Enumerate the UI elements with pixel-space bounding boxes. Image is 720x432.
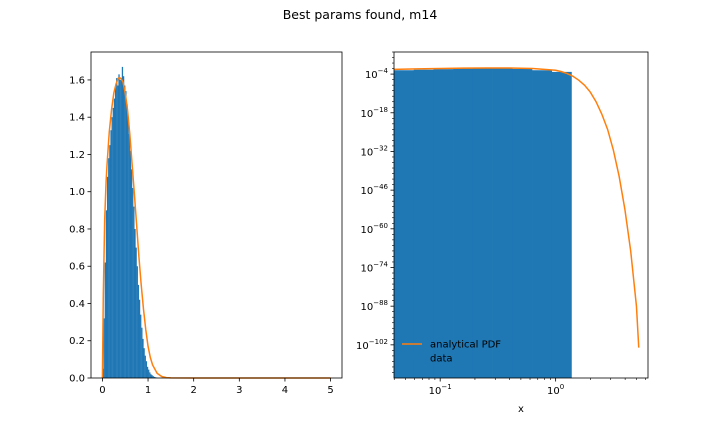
histogram-bar (453, 68, 474, 379)
histogram-bar (143, 348, 145, 378)
y-tick-label: 10−4 (365, 67, 389, 81)
y-tick-label: 1.2 (69, 150, 85, 161)
right-pdf-curve (393, 67, 640, 348)
histogram-bar (124, 85, 126, 378)
histogram-bar (142, 338, 144, 378)
right-histogram-bars (394, 68, 572, 379)
left-axes-frame (90, 51, 343, 379)
histogram-bar (135, 247, 137, 378)
histogram-bar (105, 210, 108, 378)
histogram-bar (532, 70, 553, 379)
histogram-bar (130, 169, 133, 378)
histogram-bar (136, 266, 138, 378)
histogram-bar (512, 68, 533, 378)
histogram-bar (110, 130, 112, 378)
histogram-bar (127, 117, 129, 378)
histogram-bar (118, 74, 120, 379)
y-tick-label: 1.6 (69, 75, 85, 86)
left-pdf-curve (101, 77, 331, 379)
right-x-ticks: 10−1 100 (393, 378, 646, 397)
histogram-bar (114, 87, 117, 378)
left-x-ticks: 0 1 2 3 4 5 (99, 378, 334, 396)
histogram-bar (492, 68, 513, 379)
histogram-bar (413, 69, 434, 378)
histogram-bar (134, 228, 136, 378)
histogram-bar (125, 91, 127, 379)
histogram-bar (111, 117, 113, 378)
histogram-bar (551, 71, 572, 378)
histogram-bar (108, 158, 110, 378)
y-tick-label: 0.8 (69, 224, 85, 235)
right-chart: 10−1 100 10−10210−8810−7410−6010−4610−321… (356, 51, 649, 415)
right-y-ticks: 10−102 10−88 10−74 10−60 10−46 10−32 10−18 10−4 (356, 51, 394, 373)
legend-label: analytical PDF (430, 340, 501, 351)
y-tick-label: 10−60 (360, 222, 388, 236)
histogram-bar (153, 376, 156, 378)
x-tick-label: 10−1 (429, 383, 452, 397)
histogram-bar (145, 361, 148, 378)
histogram-bar (112, 107, 114, 378)
legend-label: data (430, 354, 453, 365)
x-tick-label: 1 (145, 385, 151, 396)
histogram-bar (149, 372, 151, 378)
left-chart: 0 1 2 3 4 5 0.0 0.2 0.4 0.6 0.8 1.0 1.2 1.4 1.6 (69, 51, 343, 396)
histogram-bar (144, 355, 146, 378)
y-tick-label: 10−74 (360, 260, 388, 274)
figure-title: Best params found, m14 (283, 7, 438, 22)
x-tick-label: 100 (547, 383, 564, 397)
histogram-bar (394, 70, 415, 379)
histogram-bar (141, 327, 143, 378)
y-tick-label: 1.4 (69, 113, 85, 124)
histogram-bar (140, 314, 142, 378)
histogram-bar (433, 69, 454, 378)
histogram-bar (133, 206, 135, 378)
left-histogram-bars (102, 66, 158, 379)
histogram-bar (126, 104, 128, 378)
x-tick-label: 4 (282, 385, 288, 396)
pdf-line (101, 77, 331, 379)
histogram-bar (106, 176, 109, 378)
right-x-axis-label: x (518, 404, 524, 415)
y-tick-label: 0.0 (69, 374, 85, 385)
histogram-bar (152, 376, 154, 378)
histogram-bar (113, 98, 116, 379)
y-tick-label: 10−46 (360, 183, 388, 197)
y-tick-label: 0.6 (69, 262, 85, 273)
legend-swatch-patch (402, 354, 422, 362)
histogram-bar (128, 133, 130, 378)
histogram-bar (138, 299, 141, 378)
histogram-bar (129, 150, 132, 378)
left-y-ticks: 0.0 0.2 0.4 0.6 0.8 1.0 1.2 1.4 1.6 (69, 75, 91, 385)
histogram-bar (121, 66, 124, 378)
histogram-bar (122, 76, 125, 379)
y-tick-label: 10−32 (360, 144, 388, 158)
legend: analytical PDF data (402, 340, 501, 365)
histogram-bar (109, 145, 111, 378)
y-tick-label: 0.4 (69, 299, 85, 310)
x-tick-label: 3 (236, 385, 242, 396)
histogram-bar (119, 79, 121, 378)
histogram-bar (132, 187, 134, 378)
x-tick-label: 5 (327, 385, 333, 396)
histogram-bar (104, 262, 106, 378)
y-tick-label: 10−18 (360, 106, 388, 120)
histogram-bar (151, 375, 153, 378)
histogram-bar (150, 374, 152, 378)
y-tick-label: 10−102 (356, 338, 388, 352)
histogram-bar (146, 366, 149, 378)
pdf-line (393, 67, 640, 348)
x-tick-label: 2 (190, 385, 196, 396)
y-tick-label: 0.2 (69, 336, 85, 347)
x-tick-label: 0 (99, 385, 105, 396)
histogram-bar (120, 78, 122, 378)
histogram-bar (117, 85, 119, 378)
y-tick-label: 10−88 (360, 299, 388, 313)
histogram-bar (116, 78, 118, 378)
y-tick-label: 1.0 (69, 187, 85, 198)
histogram-bar (148, 369, 150, 378)
histogram-bar (472, 68, 493, 379)
histogram-bar (137, 284, 140, 378)
histogram-bar (103, 318, 105, 378)
